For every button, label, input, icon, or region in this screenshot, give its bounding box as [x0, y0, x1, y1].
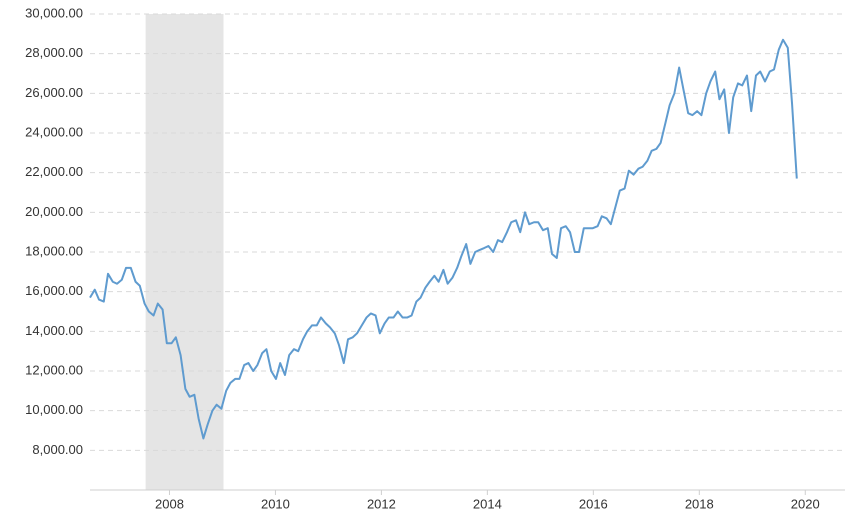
- y-tick-label: 16,000.00: [25, 283, 83, 298]
- y-tick-label: 14,000.00: [25, 323, 83, 338]
- y-tick-label: 10,000.00: [25, 402, 83, 417]
- y-tick-label: 30,000.00: [25, 5, 83, 20]
- y-tick-label: 24,000.00: [25, 124, 83, 139]
- x-tick-label: 2008: [155, 496, 184, 511]
- y-tick-label: 8,000.00: [32, 442, 83, 457]
- y-tick-label: 22,000.00: [25, 164, 83, 179]
- y-tick-label: 26,000.00: [25, 85, 83, 100]
- x-tick-label: 2010: [261, 496, 290, 511]
- x-tick-label: 2014: [473, 496, 502, 511]
- x-tick-label: 2012: [367, 496, 396, 511]
- x-tick-label: 2018: [685, 496, 714, 511]
- y-tick-label: 28,000.00: [25, 45, 83, 60]
- y-tick-label: 20,000.00: [25, 204, 83, 219]
- x-tick-label: 2020: [791, 496, 820, 511]
- data-line: [89, 38, 798, 440]
- y-tick-label: 12,000.00: [25, 362, 83, 377]
- x-tick-label: 2016: [579, 496, 608, 511]
- y-tick-label: 18,000.00: [25, 243, 83, 258]
